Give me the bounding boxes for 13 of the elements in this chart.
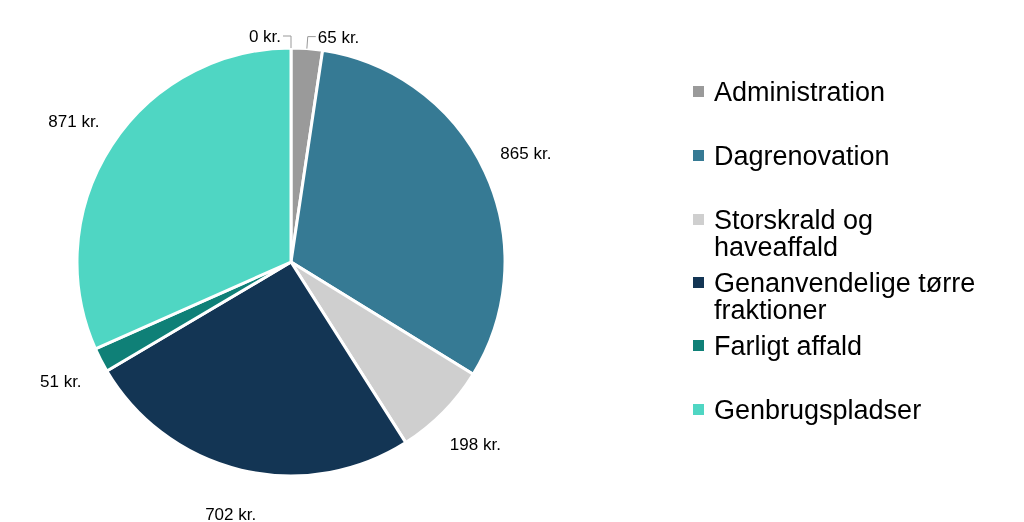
legend-label: Dagrenovation: [714, 141, 890, 172]
data-label: 51 kr.: [40, 371, 82, 391]
text: 0 kr.: [248, 26, 281, 46]
data-label: 871 kr.: [48, 111, 100, 131]
data-label: 702 kr.: [205, 504, 257, 522]
legend-label: Farligt affald: [714, 331, 863, 362]
data-label: 198 kr.: [449, 434, 501, 454]
data-label: 865 kr.: [500, 143, 552, 163]
legend-label: Storskrald og haveaffald: [714, 205, 874, 263]
legend-label: Genanvendelige tørre fraktioner: [714, 268, 976, 326]
legend-label: Administration: [714, 77, 886, 108]
legend-label: Genbrugspladser: [714, 395, 922, 426]
data-label: 65 kr.: [317, 27, 360, 47]
